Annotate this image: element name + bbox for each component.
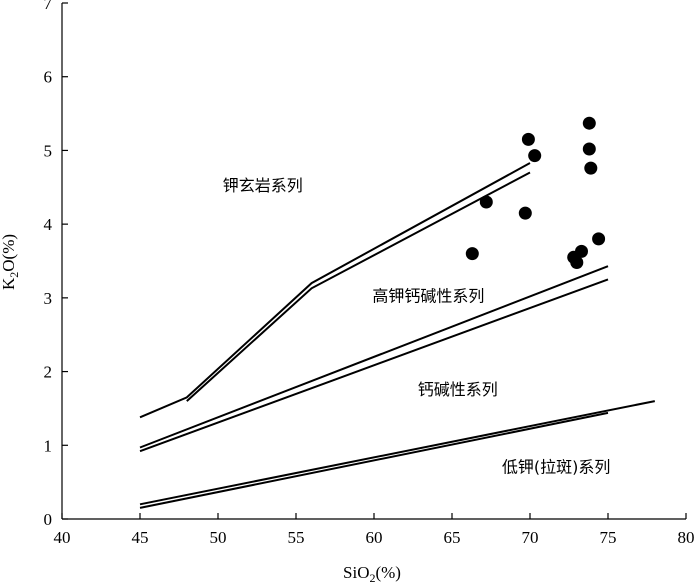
y-tick-label: 4 [44,215,53,234]
data-point [521,132,535,146]
y-tick-label: 2 [44,363,53,382]
data-point [592,232,606,246]
data-point [575,244,588,258]
x-tick-label: 45 [132,528,149,547]
data-points [465,116,606,269]
y-tick-label: 7 [44,0,53,13]
boundary-line-2-1 [139,411,609,509]
y-tick-label: 3 [44,289,53,308]
series-label: 钙碱性系列 [418,380,498,399]
x-axis-title: SiO2(%) [343,563,401,584]
data-point [528,149,542,163]
x-tick-label: 60 [366,528,383,547]
x-tick-label: 55 [288,528,305,547]
y-tick-label: 0 [44,510,53,529]
x-tick-label: 75 [600,528,617,547]
data-point [465,247,479,261]
series-label: 低钾(拉斑)系列 [502,458,611,477]
boundary-line-2-0 [139,400,655,506]
y-tick-label: 5 [44,141,53,160]
y-tick-label: 6 [44,68,53,87]
data-point [582,116,596,130]
y-tick-label: 1 [44,436,53,455]
series-label: 高钾钙碱性系列 [372,287,484,306]
x-tick-label: 50 [210,528,227,547]
boundary-line-0-1 [186,171,531,402]
x-tick-label: 80 [678,528,695,547]
x-tick-label: 65 [444,528,461,547]
boundary-line-1-0 [139,265,609,449]
boundary-line-1-1 [139,278,609,453]
data-point [584,161,598,175]
x-tick-label: 40 [54,528,71,547]
boundary-line-0-0 [139,162,531,419]
x-tick-label: 70 [522,528,539,547]
series-boundaries [139,162,655,509]
series-label: 钾玄岩系列 [223,176,303,195]
data-point [479,195,493,209]
y-axis-title: K2O(%) [0,234,21,290]
data-point [570,256,584,269]
data-point [518,206,532,220]
data-point [582,142,596,156]
axis-titles: SiO2(%) K2O(%) [0,234,401,584]
